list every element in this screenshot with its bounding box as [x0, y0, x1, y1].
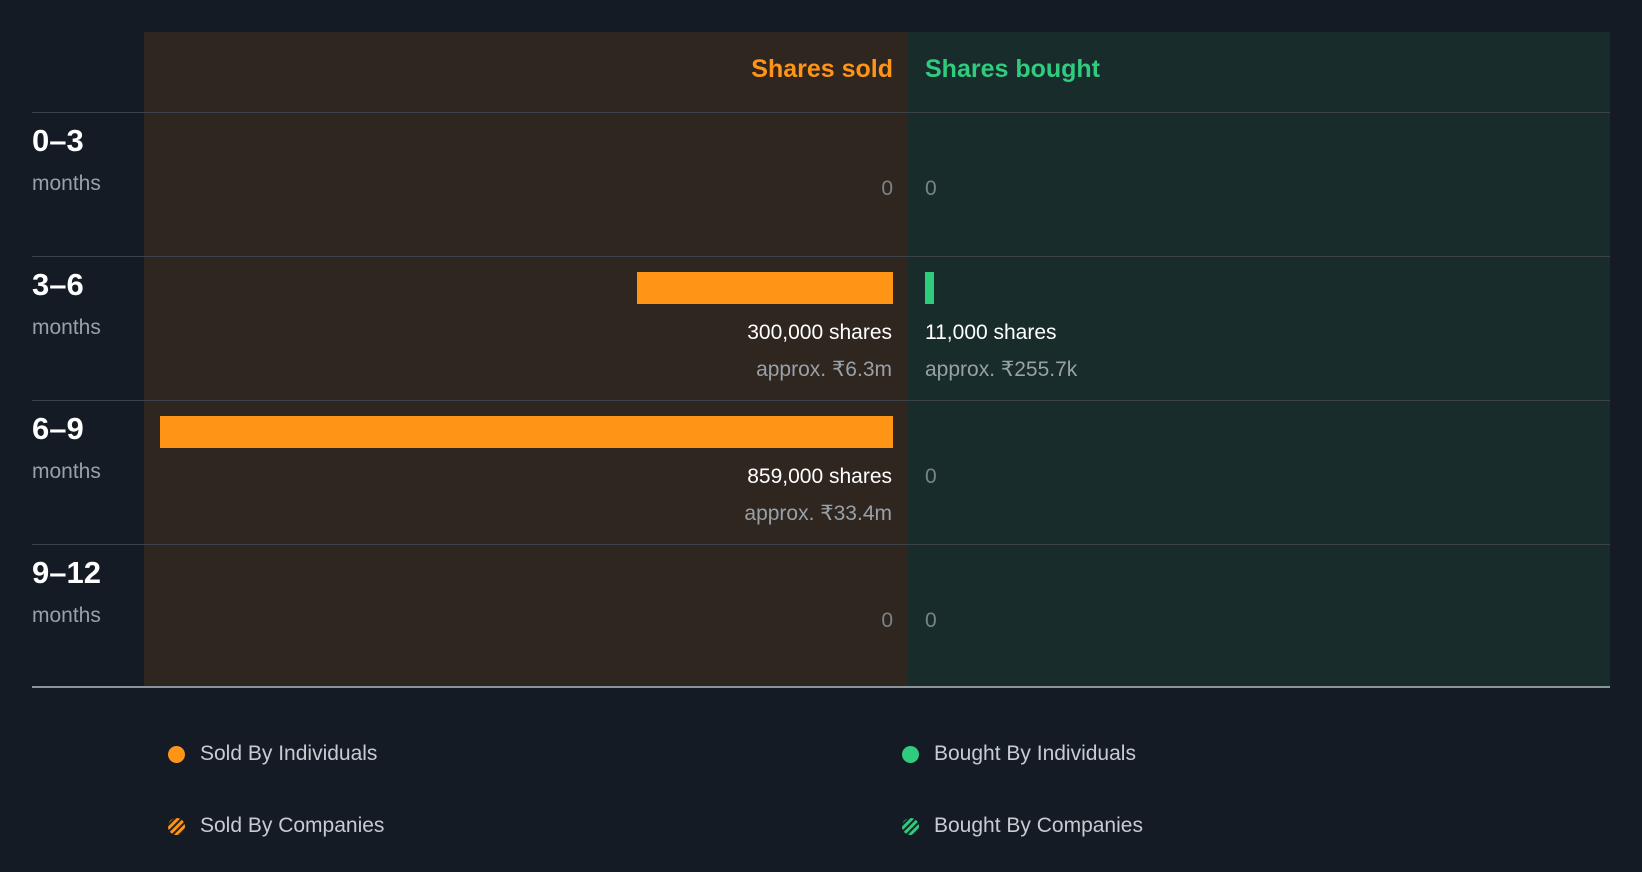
row-divider: [32, 544, 1610, 545]
period-unit: months: [32, 316, 101, 339]
period-unit: months: [32, 604, 101, 627]
shares-bought-header: Shares bought: [925, 55, 1101, 83]
legend-label: Bought By Companies: [934, 814, 1143, 837]
sold-shares-value: 300,000 shares: [747, 321, 892, 344]
period-label: 0–3: [32, 123, 84, 158]
chart-baseline: [32, 686, 1610, 688]
bought-approx-value: approx. ₹255.7k: [925, 358, 1078, 381]
period-unit: months: [32, 460, 101, 483]
legend-striped-dot-icon: [902, 817, 919, 835]
legend-striped-dot-icon: [168, 817, 185, 835]
sold-zero-value: 0: [881, 609, 893, 632]
sold-shares-value: 859,000 shares: [747, 465, 892, 488]
legend-bought-individuals[interactable]: Bought By Individuals: [902, 742, 1136, 766]
bought-shares-value: 11,000 shares: [925, 321, 1057, 344]
bought-zero-value: 0: [925, 177, 937, 200]
shares-sold-header: Shares sold: [751, 55, 893, 83]
period-label: 6–9: [32, 411, 84, 446]
period-unit: months: [32, 172, 101, 195]
bought-zero-value: 0: [925, 609, 937, 632]
period-label: 9–12: [32, 555, 101, 590]
bought-bar: [925, 272, 935, 304]
sold-bar: [160, 416, 893, 448]
row-divider: [32, 400, 1610, 401]
shares-bought-panel: [908, 32, 1610, 686]
sold-approx-value: approx. ₹6.3m: [756, 358, 892, 381]
shares-sold-panel: [144, 32, 908, 686]
sold-approx-value: approx. ₹33.4m: [744, 502, 892, 525]
legend-bought-companies[interactable]: Bought By Companies: [902, 814, 1143, 838]
legend-label: Sold By Individuals: [200, 742, 378, 765]
legend-sold-individuals[interactable]: Sold By Individuals: [168, 742, 377, 766]
legend-label: Bought By Individuals: [934, 742, 1136, 765]
row-divider: [32, 112, 1610, 113]
legend-label: Sold By Companies: [200, 814, 385, 837]
row-divider: [32, 256, 1610, 257]
legend-sold-companies[interactable]: Sold By Companies: [168, 814, 384, 838]
sold-zero-value: 0: [881, 177, 893, 200]
legend-dot-icon: [168, 745, 185, 763]
legend-dot-icon: [902, 745, 919, 763]
period-label: 3–6: [32, 267, 84, 302]
bought-zero-value: 0: [925, 465, 937, 488]
sold-bar: [637, 272, 893, 304]
